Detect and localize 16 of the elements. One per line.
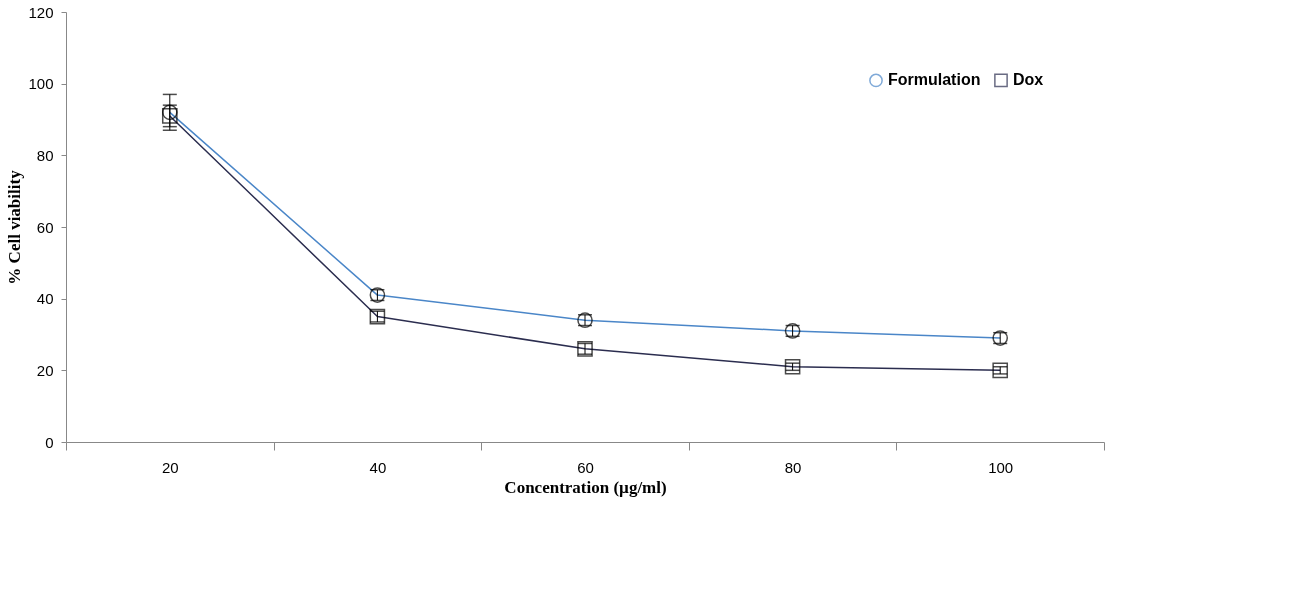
- x-axis-title: Concentration (µg/ml): [504, 477, 667, 497]
- y-tick-label: 0: [45, 433, 54, 451]
- legend-label: Formulation: [888, 71, 981, 89]
- y-tick-label: 80: [36, 146, 54, 164]
- x-tick-label: 40: [369, 458, 387, 476]
- x-tick-label: 60: [577, 458, 594, 476]
- y-axis-title: % Cell viability: [5, 169, 25, 285]
- y-tick-label: 120: [28, 3, 54, 21]
- x-tick-label: 100: [988, 458, 1014, 476]
- y-tick-label: 60: [36, 218, 54, 236]
- y-tick-label: 40: [36, 290, 54, 308]
- legend-label: Dox: [1013, 71, 1044, 89]
- x-tick-label: 80: [784, 458, 802, 476]
- y-tick-label: 20: [36, 361, 54, 379]
- x-tick-label: 20: [161, 458, 179, 476]
- y-tick-label: 100: [28, 75, 54, 93]
